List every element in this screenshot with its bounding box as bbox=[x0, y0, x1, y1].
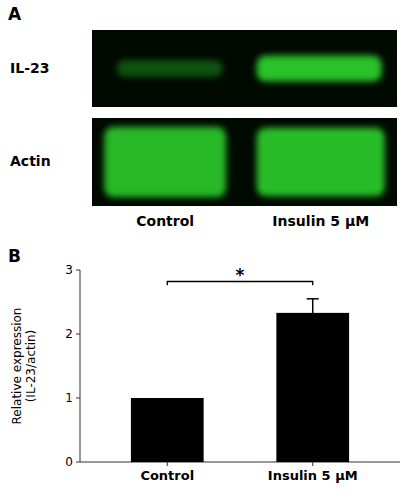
y-tick bbox=[76, 270, 80, 271]
y-tick bbox=[76, 398, 80, 399]
y-tick-label: 1 bbox=[65, 391, 73, 405]
error-line bbox=[312, 299, 314, 327]
y-axis-label: Relative expression(IL-23/actin) bbox=[10, 308, 38, 425]
blot-band bbox=[257, 128, 385, 197]
blot-band bbox=[116, 60, 223, 77]
y-tick-label: 0 bbox=[65, 455, 73, 469]
axes: 0 1 2 3 Control Insulin 5 μM bbox=[65, 263, 400, 484]
bar bbox=[276, 313, 349, 462]
x-tick bbox=[312, 462, 313, 466]
y-tick bbox=[76, 334, 80, 335]
blot-label: Actin bbox=[10, 153, 51, 169]
significance-text: * bbox=[236, 265, 245, 285]
x-tick-label: Control bbox=[140, 468, 194, 483]
plot-area bbox=[131, 299, 349, 462]
blot-actin bbox=[92, 118, 397, 206]
blot-il23 bbox=[92, 30, 397, 107]
y-tick-label: 3 bbox=[65, 263, 73, 277]
blot-lane-label: Insulin 5 μM bbox=[272, 213, 369, 229]
panel-label: B bbox=[8, 246, 21, 266]
blot-band bbox=[104, 127, 226, 197]
error-cap bbox=[307, 326, 319, 328]
blot-label: IL-23 bbox=[10, 60, 49, 76]
blot-background bbox=[92, 30, 397, 107]
error-cap bbox=[307, 298, 319, 300]
y-axis-line bbox=[80, 270, 81, 462]
x-tick bbox=[167, 462, 168, 466]
blot-background bbox=[92, 118, 397, 206]
error-bar bbox=[307, 299, 319, 327]
blot-lane-label: Control bbox=[136, 213, 194, 229]
x-tick-label: Insulin 5 μM bbox=[268, 468, 358, 483]
blot-band bbox=[257, 55, 382, 81]
bar bbox=[131, 398, 204, 462]
x-axis-line bbox=[80, 462, 400, 463]
panel-label: A bbox=[8, 4, 22, 24]
y-tick-label: 2 bbox=[65, 327, 73, 341]
y-tick bbox=[76, 462, 80, 463]
figure: A IL-23 Actin Control Insulin 5 μM B 0 1 2 3 Contr… bbox=[0, 0, 418, 500]
